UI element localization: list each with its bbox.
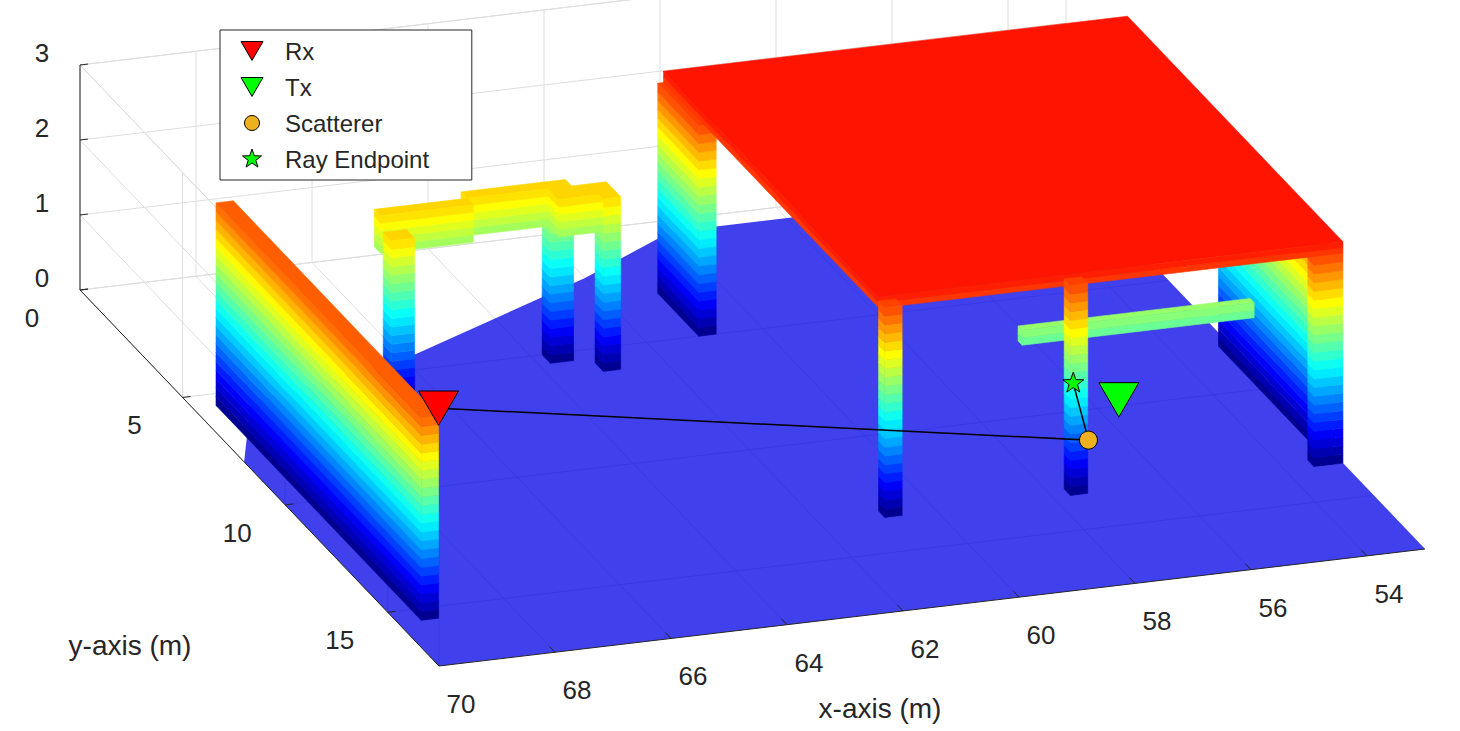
svg-text:1: 1 (35, 188, 49, 218)
svg-text:70: 70 (447, 689, 476, 719)
svg-text:58: 58 (1143, 606, 1172, 636)
svg-text:Ray Endpoint: Ray Endpoint (285, 146, 429, 173)
svg-text:2: 2 (35, 113, 49, 143)
svg-text:Scatterer: Scatterer (285, 110, 382, 137)
svg-text:68: 68 (563, 675, 592, 705)
svg-text:Tx: Tx (285, 74, 312, 101)
svg-text:64: 64 (795, 648, 824, 678)
svg-text:0: 0 (35, 263, 49, 293)
svg-text:Rx: Rx (285, 38, 314, 65)
svg-text:10: 10 (223, 518, 252, 548)
svg-text:56: 56 (1259, 593, 1288, 623)
svg-text:15: 15 (325, 625, 354, 655)
svg-text:54: 54 (1375, 579, 1404, 609)
svg-text:3: 3 (35, 38, 49, 68)
svg-text:66: 66 (679, 661, 708, 691)
svg-text:y-axis (m): y-axis (m) (69, 630, 192, 661)
svg-text:60: 60 (1027, 620, 1056, 650)
svg-text:5: 5 (127, 410, 141, 440)
svg-text:0: 0 (25, 303, 39, 333)
svg-text:x-axis (m): x-axis (m) (819, 693, 942, 724)
svg-text:62: 62 (911, 634, 940, 664)
